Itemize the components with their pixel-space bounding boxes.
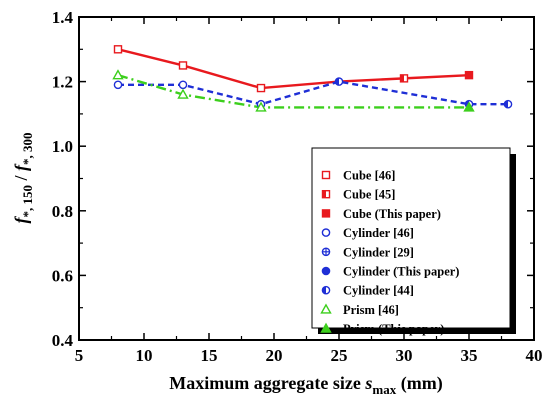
legend-marker	[321, 285, 331, 295]
legend-marker	[321, 209, 331, 218]
legend-label: Cylinder [44]	[343, 284, 414, 298]
x-tick-label: 5	[75, 346, 84, 365]
x-axis-title-unit: (mm)	[396, 373, 442, 394]
legend-label: Cube (This paper)	[343, 207, 441, 221]
legend-marker	[321, 170, 331, 180]
legend-box	[311, 147, 511, 329]
legend-label: Cylinder (This paper)	[343, 265, 459, 279]
axis-ticks	[78, 16, 535, 341]
x-tick-label: 25	[331, 346, 348, 365]
x-tick-label: 30	[396, 346, 413, 365]
y-axis-title-slash: /	[11, 171, 31, 185]
x-tick-label: 35	[461, 346, 478, 365]
series-line	[117, 73, 469, 109]
legend-marker	[321, 266, 331, 276]
legend-label: Prism [46]	[343, 303, 399, 317]
x-axis-title-sub: max	[372, 382, 396, 397]
data-point	[177, 88, 189, 99]
legend-marker	[321, 247, 331, 257]
data-point	[178, 61, 188, 70]
y-tick-label: 1.0	[52, 137, 73, 156]
data-point	[464, 70, 474, 80]
data-point	[463, 101, 475, 112]
data-point	[503, 99, 513, 109]
y-tick-label: 1.2	[52, 73, 73, 92]
series-markers	[112, 45, 513, 112]
data-point	[334, 77, 344, 86]
legend-marker	[321, 228, 331, 237]
x-tick-label: 40	[526, 346, 543, 365]
series-line	[118, 80, 508, 106]
legend-marker	[320, 322, 332, 333]
legend-marker	[321, 189, 331, 199]
y-axis-title-s2: *, 300	[20, 132, 35, 165]
y-tick-label: 0.4	[52, 331, 74, 350]
x-tick-label: 20	[266, 346, 283, 365]
y-tick-label: 0.8	[52, 202, 73, 221]
legend-label: Cylinder [46]	[343, 226, 414, 240]
data-point	[255, 101, 267, 112]
x-tick-label: 15	[201, 346, 218, 365]
legend: Cube [46] Cube [45] Cube (This paper) Cylin…	[320, 169, 459, 336]
y-tick-label: 1.4	[52, 8, 74, 27]
data-point	[399, 74, 409, 83]
series-lines	[117, 48, 508, 109]
data-point	[112, 69, 124, 80]
tick-labels: 5 10 15 20 25 30 35 40 0.4 0.6 0.8 1.0 1.2 1.4	[52, 8, 543, 365]
x-axis-title: Maximum aggregate size smax (mm)	[169, 373, 442, 397]
x-axis-title-main: Maximum aggregate size	[169, 373, 365, 393]
y-axis-title-s1: *, 150	[20, 185, 35, 218]
y-axis-title-f1: f	[11, 216, 31, 224]
data-point	[178, 80, 188, 90]
y-axis-title-f2: f	[11, 163, 31, 171]
series-line	[117, 48, 470, 90]
x-tick-label: 10	[136, 346, 153, 365]
y-tick-label: 0.6	[52, 266, 73, 285]
data-point	[113, 80, 123, 90]
data-point	[113, 45, 123, 54]
legend-marker	[320, 303, 332, 314]
legend-label: Cube [46]	[343, 169, 395, 183]
legend-label: Prism (This paper)	[343, 322, 444, 336]
legend-label: Cylinder [29]	[343, 245, 414, 259]
legend-label: Cube [45]	[343, 188, 395, 202]
data-point	[256, 83, 266, 93]
y-axis-title: f*, 150 / f*, 300	[11, 132, 35, 223]
x-axis-title-var: s	[364, 373, 372, 393]
